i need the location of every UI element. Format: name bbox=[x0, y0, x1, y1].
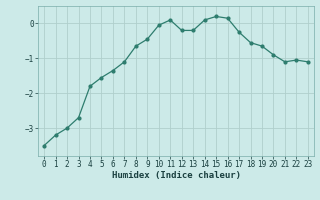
X-axis label: Humidex (Indice chaleur): Humidex (Indice chaleur) bbox=[111, 171, 241, 180]
